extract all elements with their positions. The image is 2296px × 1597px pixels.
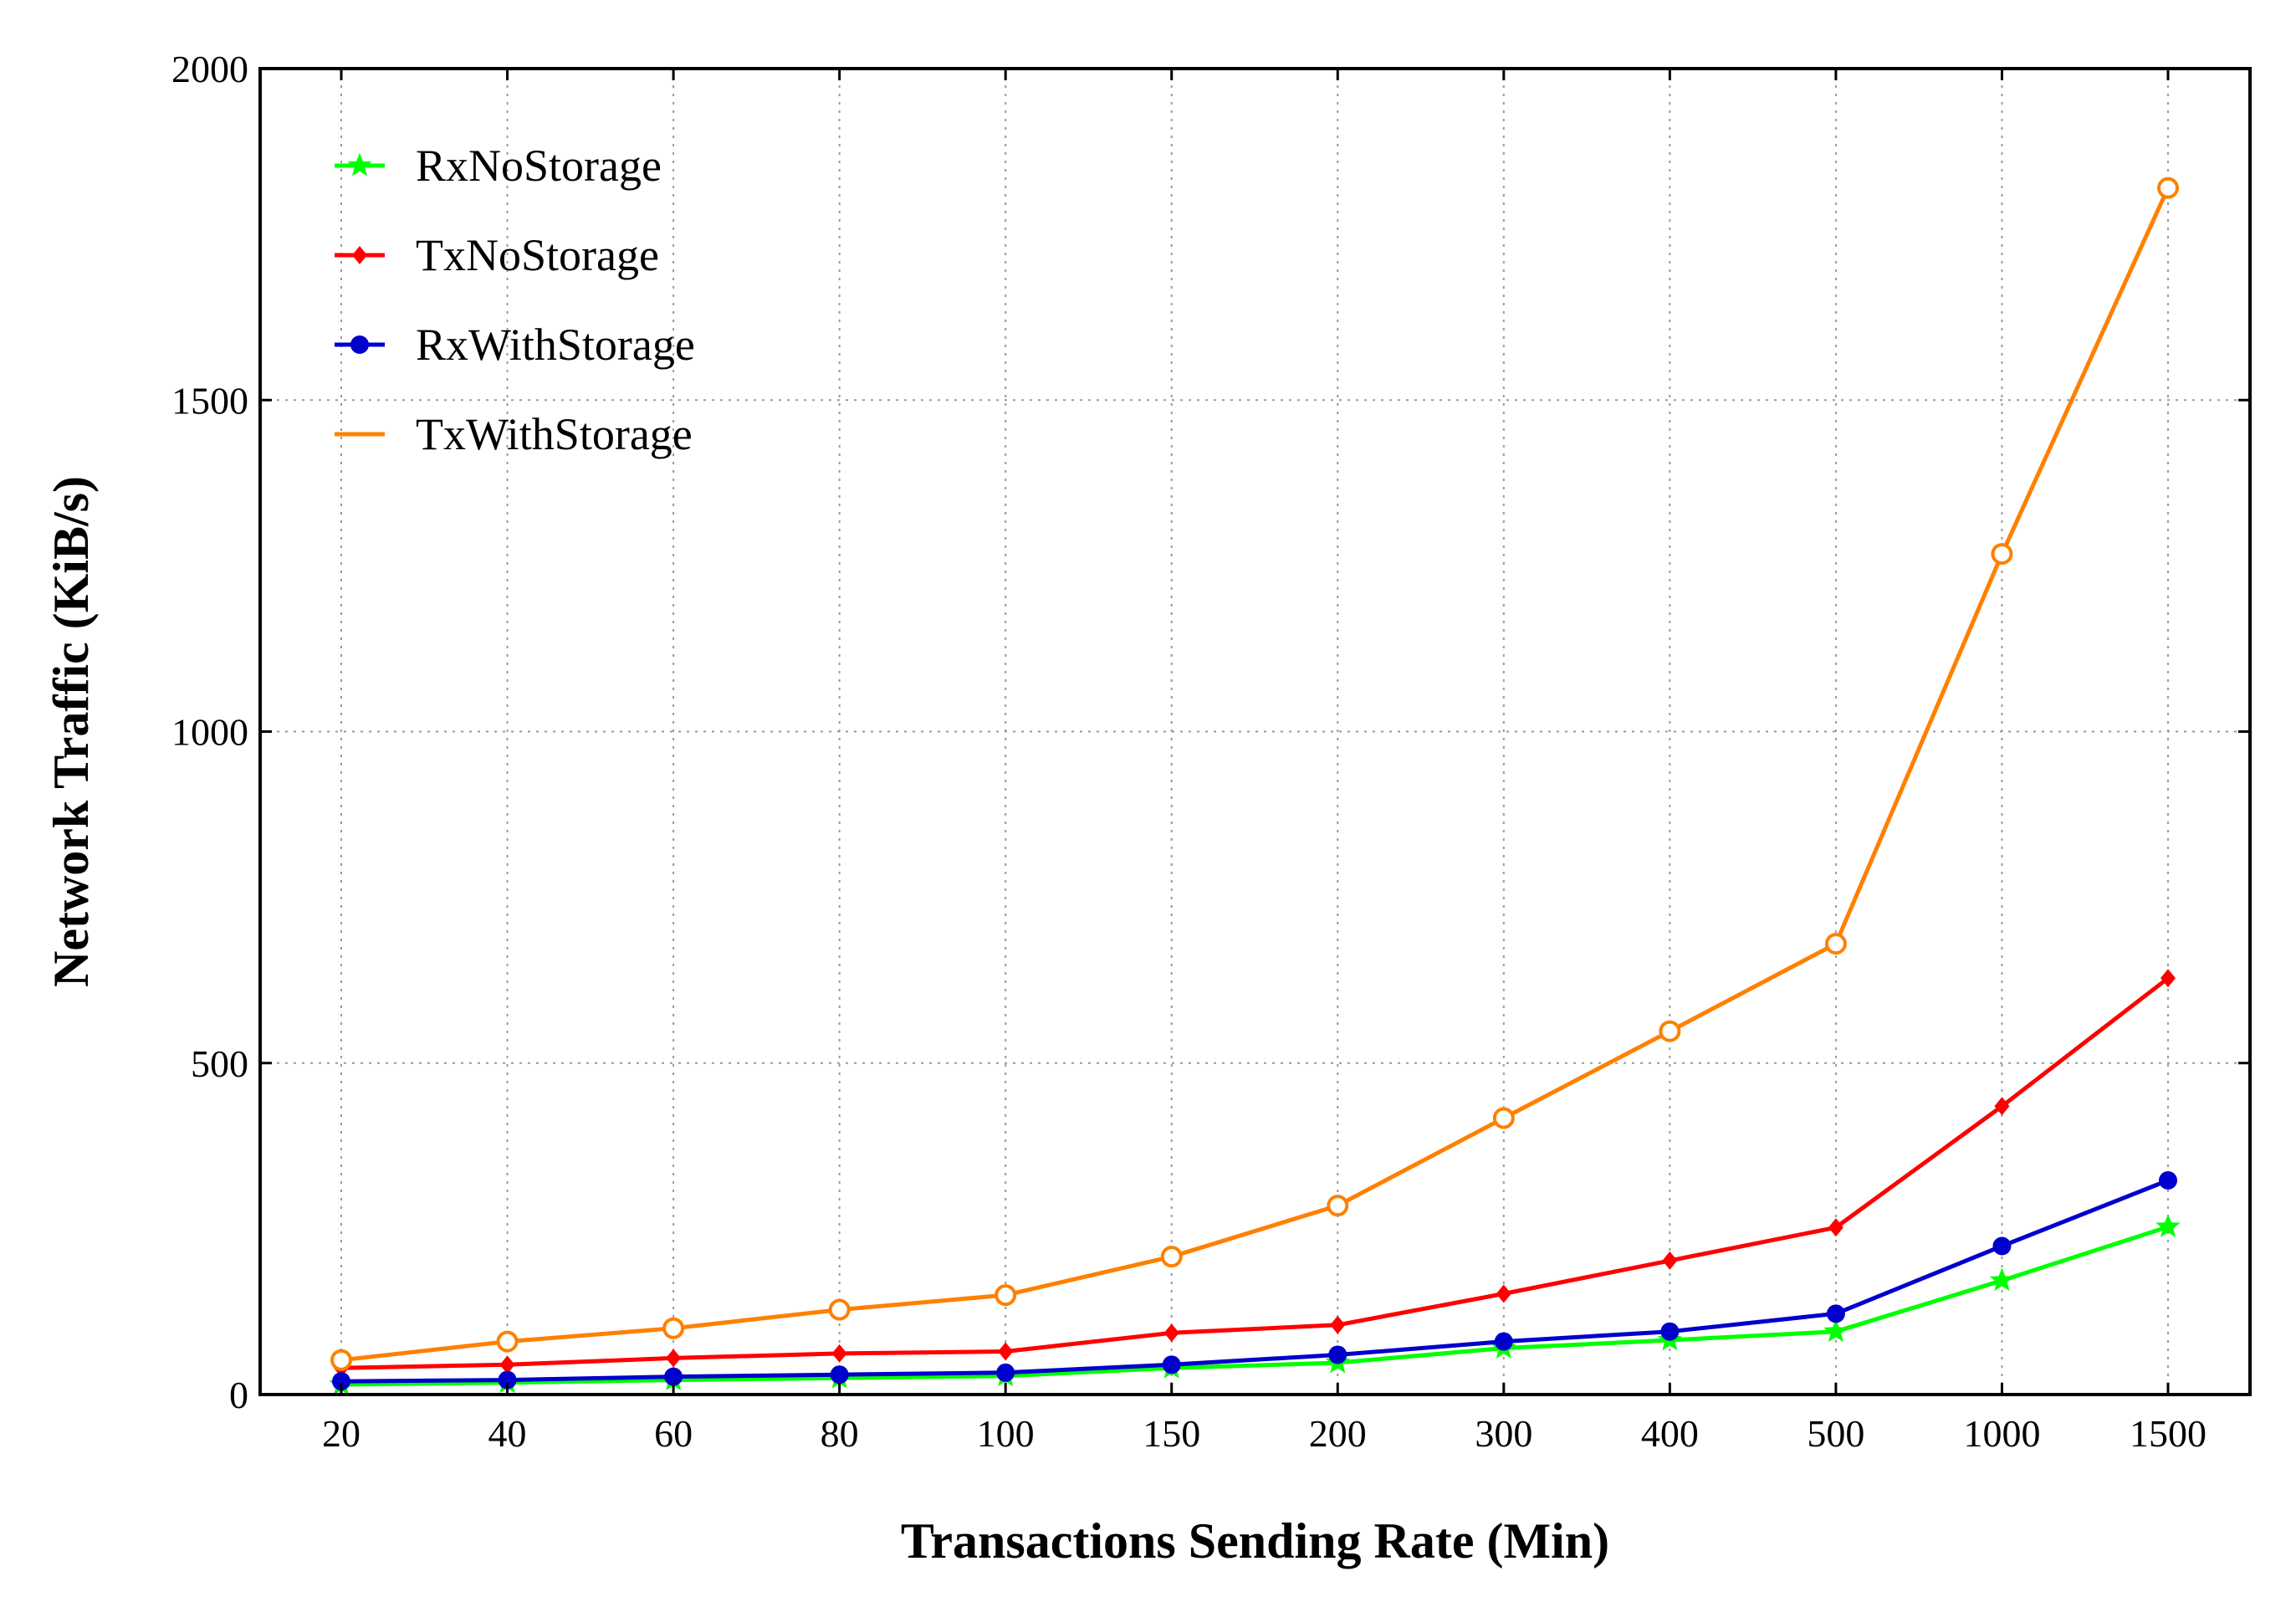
x-tick-label: 400 [1641, 1412, 1699, 1455]
data-point [666, 1349, 682, 1368]
data-point [830, 1365, 849, 1385]
data-point [995, 1284, 1017, 1307]
x-tick-label: 150 [1143, 1412, 1200, 1455]
data-point [2157, 177, 2179, 199]
legend-label: TxWithStorage [416, 409, 693, 459]
data-point [1660, 1322, 1680, 1341]
x-tick-label: 20 [322, 1412, 361, 1455]
data-point [1327, 1195, 1349, 1217]
y-tick-label: 1000 [171, 711, 248, 754]
y-tick-label: 1500 [171, 379, 248, 422]
data-point [1828, 1218, 1843, 1237]
series-rx-no-storage [329, 1214, 2181, 1395]
series-line [340, 187, 2171, 1363]
data-point [1824, 933, 1847, 955]
legend-label: TxNoStorage [416, 230, 659, 280]
series-layer [329, 177, 2181, 1395]
x-tick-label: 100 [977, 1412, 1035, 1455]
series-tx-no-storage [334, 969, 2176, 1378]
series-line [340, 1225, 2169, 1387]
data-point [499, 1355, 515, 1374]
legend-item-tx-with-storage: TxWithStorage [335, 409, 693, 459]
ticks: 20 40 60 80 100 150 200 300 400 500 1000 1500 0 500 10… [171, 48, 2250, 1455]
legend-marker [352, 246, 367, 264]
legend-item-rx-with-storage: RxWithStorage [335, 320, 695, 370]
data-point [498, 1370, 517, 1390]
legend-marker [347, 152, 372, 177]
data-point [1163, 1323, 1179, 1343]
data-point [1823, 1318, 1849, 1343]
legend-marker [350, 335, 369, 354]
data-point [1826, 1304, 1845, 1323]
series-line [340, 1178, 2169, 1384]
x-tick-label: 200 [1309, 1412, 1367, 1455]
x-tick-label: 1500 [2130, 1412, 2207, 1455]
legend-item-tx-no-storage: TxNoStorage [335, 230, 659, 280]
data-point [1991, 543, 2013, 566]
y-tick-label: 500 [191, 1042, 248, 1085]
data-point [996, 1363, 1015, 1382]
y-tick-label: 0 [229, 1374, 248, 1416]
series-tx-with-storage [330, 177, 2179, 1371]
x-tick-label: 300 [1475, 1412, 1532, 1455]
y-axis-title: Network Traffic (KiB/s) [43, 476, 99, 987]
x-tick-label: 1000 [1963, 1412, 2040, 1455]
data-point [662, 1317, 685, 1339]
data-point [1162, 1355, 1181, 1374]
legend-item-rx-no-storage: RxNoStorage [335, 141, 662, 191]
data-point [998, 1342, 1014, 1361]
data-point [2160, 969, 2176, 988]
legend: RxNoStorage TxNoStorage RxWithStorage TxWit… [335, 141, 695, 459]
data-point [828, 1298, 851, 1321]
data-point [1328, 1345, 1347, 1364]
y-tick-label: 2000 [171, 48, 248, 90]
data-point [2155, 1214, 2181, 1237]
x-tick-label: 80 [821, 1412, 859, 1455]
data-point [332, 1372, 350, 1391]
data-point [1992, 1236, 2012, 1256]
series-rx-with-storage [332, 1171, 2177, 1391]
data-point [1994, 1097, 2010, 1116]
data-point [1496, 1284, 1511, 1303]
data-point [1494, 1332, 1513, 1351]
series-line [340, 976, 2170, 1370]
data-point [1330, 1315, 1346, 1334]
data-point [2159, 1171, 2177, 1190]
data-point [1989, 1267, 2015, 1292]
x-tick-label: 60 [654, 1412, 693, 1455]
x-axis-title: Transactions Sending Rate (Min) [901, 1513, 1609, 1569]
data-point [831, 1344, 847, 1363]
legend-label: RxNoStorage [416, 141, 662, 191]
data-point [1662, 1251, 1678, 1270]
data-point [330, 1349, 352, 1371]
data-point [1492, 1107, 1515, 1129]
data-point [1160, 1246, 1183, 1268]
data-point [496, 1330, 519, 1353]
x-tick-label: 40 [488, 1412, 527, 1455]
data-point [664, 1367, 683, 1386]
grid [260, 69, 2250, 1395]
data-point [1659, 1020, 1681, 1042]
legend-label: RxWithStorage [416, 320, 695, 370]
x-tick-label: 500 [1807, 1412, 1864, 1455]
